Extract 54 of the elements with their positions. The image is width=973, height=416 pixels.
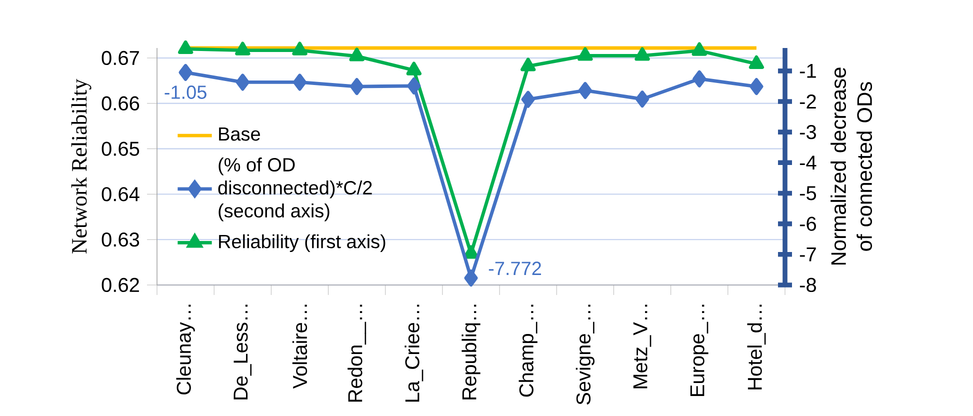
- y-tick-label: 0.64: [102, 187, 140, 202]
- y-tick-label: 0.62: [102, 278, 139, 292]
- point: [463, 245, 479, 259]
- point: [634, 47, 650, 61]
- y2-tick-label: -8: [800, 278, 816, 292]
- y-tick-label: 0.66: [102, 96, 140, 110]
- y2-tick-label: -6: [800, 216, 816, 231]
- y2-tick-label: -7: [800, 248, 816, 262]
- x-tick-label: Cleunay…: [176, 304, 195, 394]
- point: [407, 77, 421, 94]
- legend-label: (% of OD disconnected)*C/2 (second axis): [218, 158, 372, 222]
- point: [521, 90, 535, 108]
- legend-label: Base: [219, 127, 260, 141]
- y-tick-label: 0.65: [102, 142, 140, 156]
- x-tick-label: Sevigne_…: [576, 304, 594, 405]
- point: [692, 42, 707, 56]
- data-label: -7.772: [488, 262, 541, 275]
- x-tick-label: De_Less…: [234, 304, 252, 400]
- point: [520, 58, 536, 72]
- x-tick-label: Redon__…: [348, 304, 366, 402]
- x-tick-label: Europe_…: [690, 304, 708, 396]
- data-label: -1.05: [164, 86, 206, 99]
- point: [406, 62, 422, 76]
- point: [748, 55, 764, 69]
- point: [178, 64, 192, 81]
- legend-label: Reliability (first axis): [219, 234, 386, 252]
- y2-tick-label: -2: [800, 94, 816, 108]
- x-tick-label: Champ_…: [518, 304, 538, 397]
- x-tick-label: Voltaire…: [292, 304, 308, 389]
- point: [292, 42, 308, 56]
- y2-tick-label: -1: [800, 64, 816, 78]
- y-tick-label: 0.63: [102, 232, 140, 247]
- point: [635, 90, 650, 108]
- point: [578, 82, 592, 99]
- y2-tick-label: -4: [800, 156, 816, 170]
- point: [692, 70, 706, 88]
- point: [750, 78, 764, 96]
- y2-tick-label: -5: [800, 186, 816, 200]
- x-tick-label: Republiq…: [462, 304, 480, 400]
- x-tick-label: Metz_V…: [633, 304, 652, 388]
- point: [236, 74, 250, 91]
- y-tick-label: 0.67: [102, 50, 139, 66]
- y-axis-title: Network Reliability: [71, 78, 92, 254]
- x-tick-label: Hotel_d…: [747, 304, 766, 390]
- point: [178, 40, 194, 54]
- point: [292, 74, 307, 91]
- point: [464, 270, 478, 287]
- x-tick-label: La_Criee…: [404, 304, 424, 402]
- point: [578, 47, 593, 61]
- point: [349, 48, 364, 62]
- point: [350, 78, 364, 96]
- y2-axis-title: Normalized decrease of connected ODs: [830, 68, 872, 265]
- point: [235, 42, 250, 56]
- y2-tick-label: -3: [800, 125, 816, 140]
